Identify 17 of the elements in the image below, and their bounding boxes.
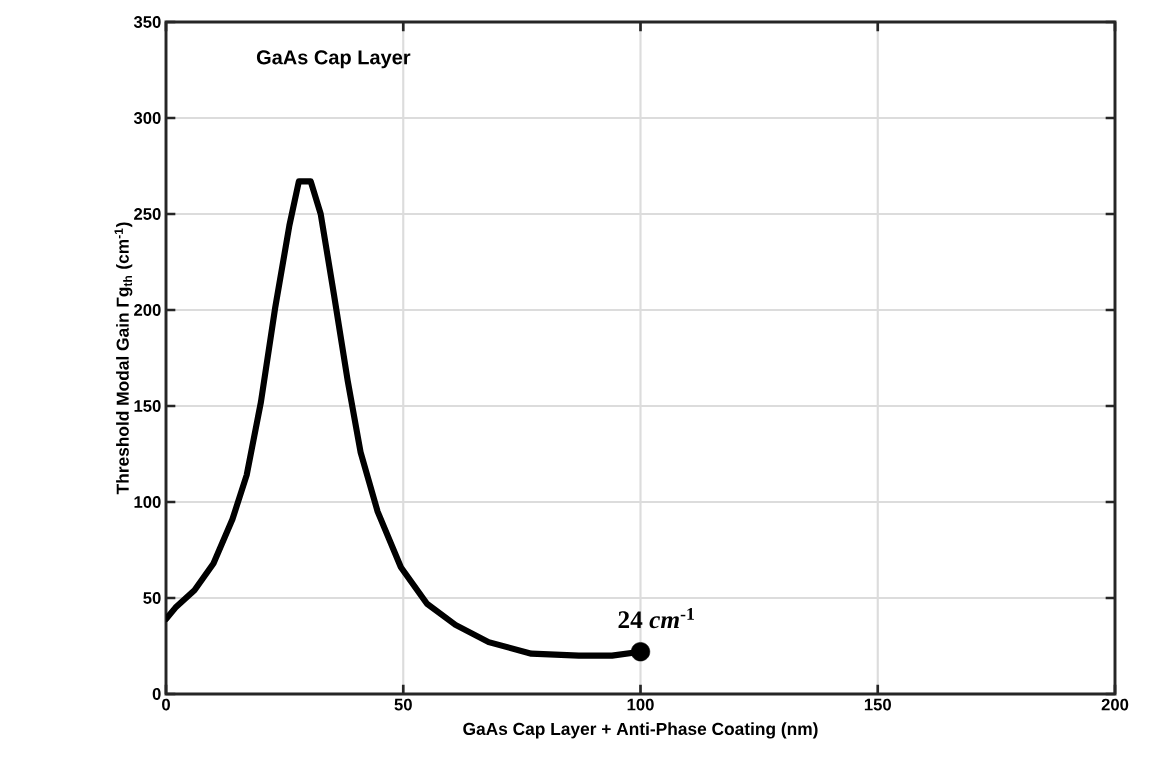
y-tick-label: 250 <box>134 208 161 220</box>
y-tick-label: 350 <box>133 16 161 28</box>
x-tick-label: 50 <box>394 698 412 711</box>
annotation: 24 cm$^{-1}$ <box>618 608 694 629</box>
y-tick-label: 300 <box>133 112 161 124</box>
y-tick-label: 150 <box>134 400 161 412</box>
x-tick-label: 200 <box>1101 698 1129 711</box>
y-tick-label: 50 <box>143 592 161 604</box>
y-tick-label: 100 <box>134 496 161 508</box>
text: GaAs Cap Layer <box>256 50 411 69</box>
y-tick-label: 200 <box>134 304 161 316</box>
y-tick-label: 0 <box>152 688 161 700</box>
y-axis-title: Threshold Modal Gain Γg$_{th}$ (cm$^{-1}$) <box>114 222 133 495</box>
x-axis-title: GaAs Cap Layer + Anti-Phase Coating (nm) <box>463 722 818 739</box>
x-tick-label: 150 <box>864 698 891 711</box>
x-tick-label: 100 <box>627 698 654 711</box>
x-tick-label: 0 <box>162 698 170 711</box>
